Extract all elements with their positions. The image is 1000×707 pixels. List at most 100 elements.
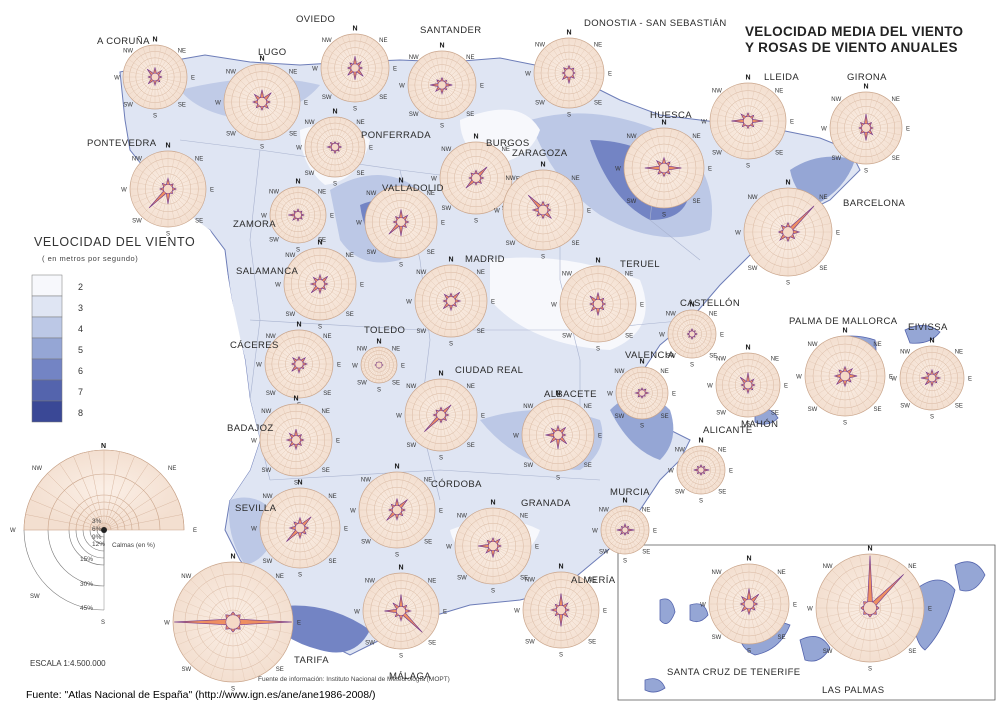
rose-direction-n: N (929, 338, 934, 345)
wind-rose: NNEESESSWWNWBURGOS (431, 134, 529, 225)
rose-direction-sw: SW (457, 576, 467, 582)
rose-direction-sw: SW (322, 95, 332, 101)
rose-calm-circle (658, 162, 670, 174)
rose-direction-sw: SW (361, 540, 371, 546)
rose-direction-nw: NW (523, 404, 533, 410)
rose-direction-n: N (558, 564, 563, 571)
rose-direction-sw: SW (305, 171, 315, 177)
rose-direction-s: S (260, 145, 264, 151)
rose-direction-w: W (396, 414, 402, 420)
rose-direction-se: SE (955, 403, 963, 409)
title-line-2: Y ROSAS DE VIENTO ANUALES (745, 40, 958, 55)
rose-direction-se: SE (625, 334, 633, 340)
rose-direction-se: SE (356, 171, 364, 177)
rose-direction-se: SE (692, 199, 700, 205)
wind-rose: N NE E SE S SW W NW PONFERRADA (296, 109, 431, 188)
rose-direction-n: N (394, 464, 399, 471)
key-ring-label: 12% (92, 541, 105, 548)
rose-direction-n: N (295, 179, 300, 186)
rose-calm-circle (436, 410, 446, 420)
rose-direction-n: N (746, 556, 751, 563)
rose-direction-e: E (210, 188, 214, 194)
rose-direction-se: SE (520, 576, 528, 582)
rose-direction-nw: NW (123, 49, 133, 55)
rose-direction-e: E (401, 364, 405, 370)
rose-direction-ne: NE (771, 357, 779, 363)
rose-direction-sw: SW (263, 559, 273, 565)
key-ring-label: 9% (92, 534, 102, 541)
rose-calm-circle (294, 522, 306, 534)
rose-direction-sw: SW (181, 667, 191, 673)
city-label: PONFERRADA (361, 130, 431, 141)
rose-direction-n: N (595, 258, 600, 265)
rose-direction-sw: SW (365, 641, 375, 647)
key-rose: 3%6%9%12% 15% 30% 45% NW N NE W E SW S Calm… (10, 443, 197, 626)
key-calm-label: Calmas (en %) (112, 542, 155, 549)
rose-calm-circle (556, 605, 566, 615)
rose-direction-se: SE (466, 112, 474, 118)
rose-direction-e: E (481, 414, 485, 420)
rose-direction-ne: NE (379, 38, 387, 44)
rose-direction-sw: SW (823, 649, 833, 655)
rose-calm-circle (743, 598, 755, 610)
rose-direction-n: N (230, 554, 235, 561)
rose-direction-n: N (622, 498, 627, 505)
key-dir-s: S (101, 620, 105, 626)
rose-direction-nw: NW (831, 97, 841, 103)
rose-direction-s: S (556, 476, 560, 482)
rose-direction-ne: NE (323, 334, 331, 340)
rose-direction-nw: NW (808, 342, 818, 348)
rose-direction-nw: NW (266, 334, 276, 340)
rose-calm-circle (839, 370, 851, 382)
rose-calm-circle (257, 97, 267, 107)
rose-direction-s: S (153, 114, 157, 120)
key-dir-sw: SW (30, 594, 40, 600)
rose-direction-e: E (393, 67, 397, 73)
rose-direction-nw: NW (441, 147, 451, 153)
rose-direction-nw: NW (416, 270, 426, 276)
rose-direction-se: SE (195, 219, 203, 225)
city-label: BADAJOZ (227, 423, 274, 434)
rose-direction-w: W (494, 209, 500, 215)
rose-direction-w: W (296, 146, 302, 152)
rose-direction-nw: NW (627, 134, 637, 140)
rose-direction-sw: SW (123, 102, 133, 108)
key-ring-label: 30% (80, 581, 93, 588)
rose-direction-sw: SW (831, 156, 841, 162)
wind-rose: N NE E SE S SW W NW SANTA CRUZ DE TENERIFE (667, 556, 800, 679)
rose-direction-w: W (891, 377, 897, 383)
key-dir-e: E (193, 528, 197, 534)
rose-direction-nw: NW (226, 69, 236, 75)
rose-direction-ne: NE (571, 176, 579, 182)
rose-direction-e: E (535, 545, 539, 551)
key-ring-label: 15% (80, 556, 93, 563)
city-label: BURGOS (486, 138, 530, 149)
rose-direction-w: W (821, 127, 827, 133)
rose-direction-sw: SW (409, 112, 419, 118)
rose-direction-s: S (843, 421, 847, 427)
city-label: ALMERÍA (571, 575, 616, 586)
city-label: TOLEDO (364, 325, 405, 336)
rose-calm-circle (350, 63, 360, 73)
rose-direction-sw: SW (285, 312, 295, 318)
rose-direction-w: W (261, 214, 267, 220)
rose-direction-s: S (746, 164, 750, 170)
rose-direction-ne: NE (642, 507, 650, 513)
rose-calm-circle (225, 614, 241, 630)
wind-rose: N NE E SE S SW W NW MÁLAGA (354, 565, 447, 683)
rose-direction-n: N (661, 120, 666, 127)
rose-direction-s: S (399, 263, 403, 269)
rose-direction-se: SE (594, 101, 602, 107)
rose-direction-se: SE (276, 667, 284, 673)
legend-swatch (31, 295, 63, 318)
rose-direction-n: N (352, 26, 357, 33)
rose-direction-n: N (297, 480, 302, 487)
city-label: VALLADOLID (382, 183, 444, 194)
rose-direction-n: N (332, 109, 337, 116)
rose-direction-sw: SW (269, 238, 279, 244)
rose-direction-e: E (337, 363, 341, 369)
rose-direction-w: W (251, 527, 257, 533)
rose-direction-w: W (551, 303, 557, 309)
rose-direction-e: E (441, 221, 445, 227)
